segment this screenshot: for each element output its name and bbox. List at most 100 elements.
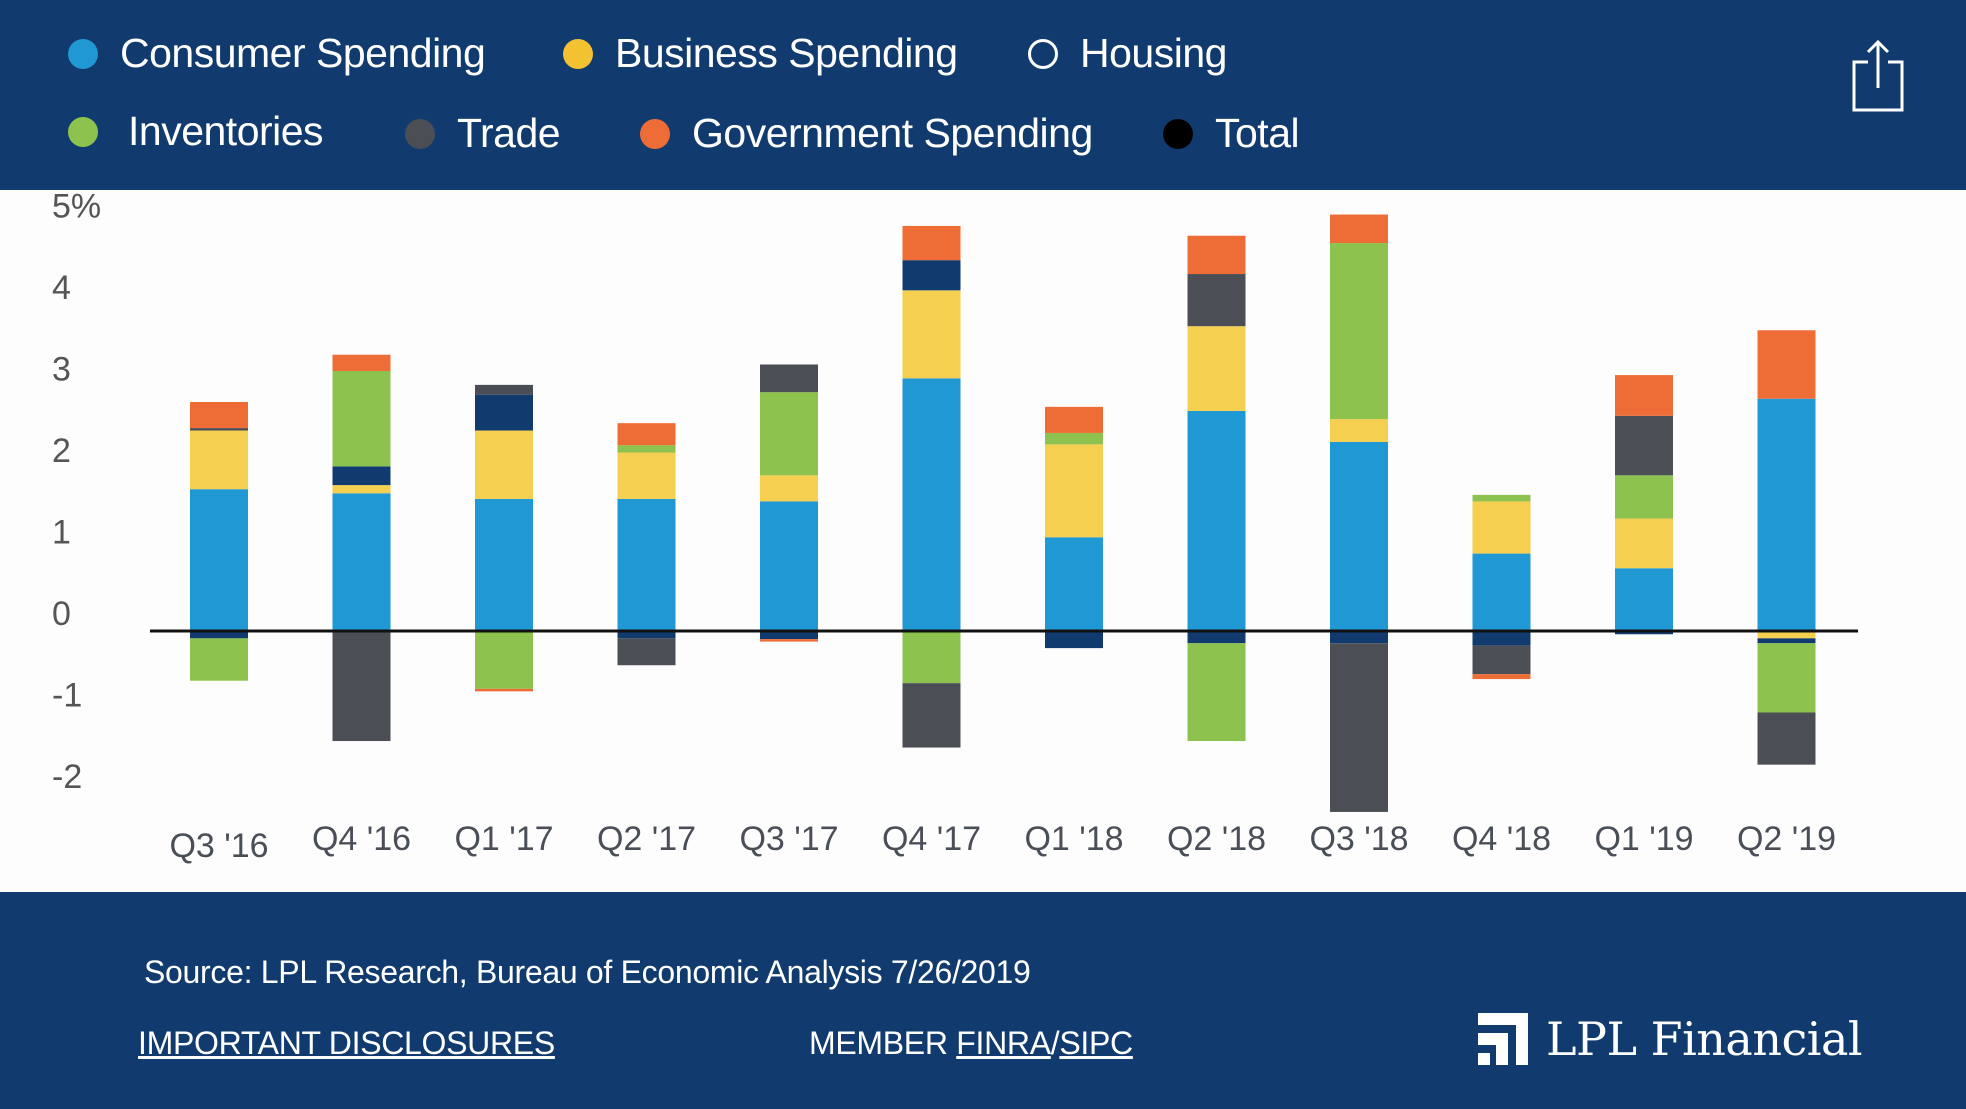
- x-tick-label: Q3 '17: [739, 820, 838, 858]
- bar-segment-business-spending: [1187, 326, 1246, 411]
- bar-segment-inventories: [475, 631, 533, 689]
- bar-segment-consumer-spending: [1615, 568, 1673, 631]
- footer: Source: LPL Research, Bureau of Economic…: [0, 892, 1966, 1109]
- bar-segment-trade: [475, 384, 533, 395]
- legend-item-government-spending: Government Spending: [640, 110, 1093, 157]
- bar-segment-housing: [1187, 631, 1246, 644]
- bar-segment-housing: [475, 394, 533, 431]
- y-tick-label: 1: [52, 514, 71, 552]
- bar-segment-business-spending: [1615, 518, 1673, 569]
- legend-item-business-spending: Business Spending: [563, 30, 958, 77]
- bar-segment-trade: [1615, 415, 1673, 476]
- bar-segment-government-spending: [1045, 406, 1103, 433]
- bar-segment-business-spending: [1330, 419, 1388, 442]
- x-tick-label: Q2 '18: [1167, 820, 1266, 858]
- y-tick-label: -2: [52, 758, 82, 796]
- bar-segment-government-spending: [1472, 674, 1531, 680]
- bar-segment-inventories: [1187, 643, 1246, 742]
- legend-dot-icon: [68, 38, 98, 69]
- bar-segment-housing: [1615, 631, 1673, 635]
- legend-dot-icon: [405, 118, 435, 149]
- bar-segment-trade: [190, 428, 248, 431]
- finra-link[interactable]: FINRA: [956, 1025, 1051, 1061]
- lpl-financial-logo: LPL Financial: [1478, 1012, 1863, 1066]
- bar-segment-consumer-spending: [1187, 410, 1246, 631]
- bar-segment-consumer-spending: [190, 489, 248, 631]
- bar-segment-government-spending: [190, 401, 248, 429]
- legend-item-consumer-spending: Consumer Spending: [68, 30, 486, 77]
- x-tick-label: Q1 '18: [1024, 820, 1123, 858]
- y-tick-label: 2: [52, 432, 71, 470]
- legend-header: Consumer Spending Business Spending Hous…: [0, 0, 1966, 190]
- legend-label: Government Spending: [692, 110, 1093, 156]
- bar-segment-government-spending: [332, 354, 391, 372]
- y-tick-label: 0: [52, 595, 71, 633]
- bar-segment-government-spending: [475, 688, 533, 692]
- sipc-link[interactable]: SIPC: [1059, 1025, 1133, 1061]
- bar-segment-inventories: [332, 371, 391, 467]
- bar-segment-consumer-spending: [475, 498, 533, 631]
- bar-segment-consumer-spending: [1472, 553, 1531, 631]
- bar-segment-government-spending: [760, 639, 818, 642]
- member-finra-sipc: MEMBER FINRA/SIPC: [809, 1025, 1133, 1062]
- share-icon[interactable]: [1850, 38, 1906, 112]
- bar-segment-business-spending: [190, 430, 248, 490]
- bar-segment-inventories: [617, 445, 676, 453]
- bar-segment-housing: [617, 631, 676, 639]
- bar-segment-housing: [1330, 631, 1388, 644]
- bar-segment-consumer-spending: [1045, 537, 1103, 631]
- slash: /: [1050, 1025, 1060, 1061]
- bar-segment-inventories: [1045, 432, 1103, 445]
- bar-segment-government-spending: [1330, 214, 1388, 244]
- legend-label: Business Spending: [615, 30, 958, 76]
- bar-segment-inventories: [1330, 243, 1388, 420]
- legend-dot-icon: [640, 118, 670, 149]
- y-tick-label: 4: [52, 269, 71, 307]
- bar-segment-business-spending: [1472, 501, 1531, 554]
- bar-segment-trade: [760, 364, 818, 393]
- chart-area: 5% 4 3 2 1 0 -1 -2 Q3 '16 Q4 '16 Q1 '17 Q2 '17 Q3 '1…: [0, 188, 1966, 892]
- x-tick-label: Q3 '16: [169, 827, 268, 865]
- source-note: Source: LPL Research, Bureau of Economic…: [144, 954, 1031, 990]
- legend-dot-icon: [1028, 38, 1058, 69]
- y-tick-label: 5%: [52, 190, 101, 226]
- bar-segment-trade: [332, 631, 391, 742]
- important-disclosures-link[interactable]: IMPORTANT DISCLOSURES: [138, 1025, 555, 1061]
- stacked-bar-chart: 5% 4 3 2 1 0 -1 -2 Q3 '16 Q4 '16 Q1 '17 Q2 '17 Q3 '1…: [52, 188, 1858, 865]
- bar-segment-government-spending: [1615, 375, 1673, 416]
- legend-dot-icon: [1163, 118, 1193, 149]
- bar-segment-government-spending: [1187, 235, 1246, 275]
- bar-segment-government-spending: [902, 225, 961, 261]
- bar-segment-government-spending: [1757, 330, 1816, 399]
- bar-segment-housing: [190, 631, 248, 639]
- bar-segment-consumer-spending: [902, 378, 961, 631]
- bar-segment-inventories: [190, 638, 248, 681]
- bar-segment-trade: [617, 638, 676, 666]
- legend-label: Trade: [457, 110, 561, 156]
- legend-dot-icon: [68, 116, 98, 147]
- x-tick-label: Q4 '17: [882, 820, 981, 858]
- x-tick-label: Q1 '17: [454, 820, 553, 858]
- x-tick-label: Q3 '18: [1309, 820, 1408, 858]
- legend-label: Consumer Spending: [120, 30, 486, 76]
- legend-dot-icon: [563, 38, 593, 69]
- bar-segment-housing: [1757, 638, 1816, 644]
- bar-segment-inventories: [902, 631, 961, 684]
- bar-segment-inventories: [1757, 643, 1816, 713]
- bar-segment-business-spending: [760, 475, 818, 502]
- lpl-logo-mark-icon: [1478, 1013, 1528, 1065]
- bar-segment-trade: [1472, 645, 1531, 675]
- bar-segment-consumer-spending: [1330, 441, 1388, 631]
- member-label: MEMBER: [809, 1025, 957, 1061]
- x-tick-label: Q2 '17: [597, 820, 696, 858]
- logo-text: LPL Financial: [1546, 1012, 1863, 1066]
- bar-segment-inventories: [760, 392, 818, 476]
- bar-segment-consumer-spending: [760, 501, 818, 631]
- legend-item-trade: Trade: [405, 110, 561, 157]
- bar-segment-business-spending: [475, 430, 533, 499]
- x-tick-label: Q2 '19: [1737, 820, 1836, 858]
- bar-segment-trade: [902, 683, 961, 748]
- bar-segment-consumer-spending: [1757, 398, 1816, 631]
- legend-item-housing: Housing: [1028, 30, 1227, 77]
- legend-label: Inventories: [128, 108, 324, 154]
